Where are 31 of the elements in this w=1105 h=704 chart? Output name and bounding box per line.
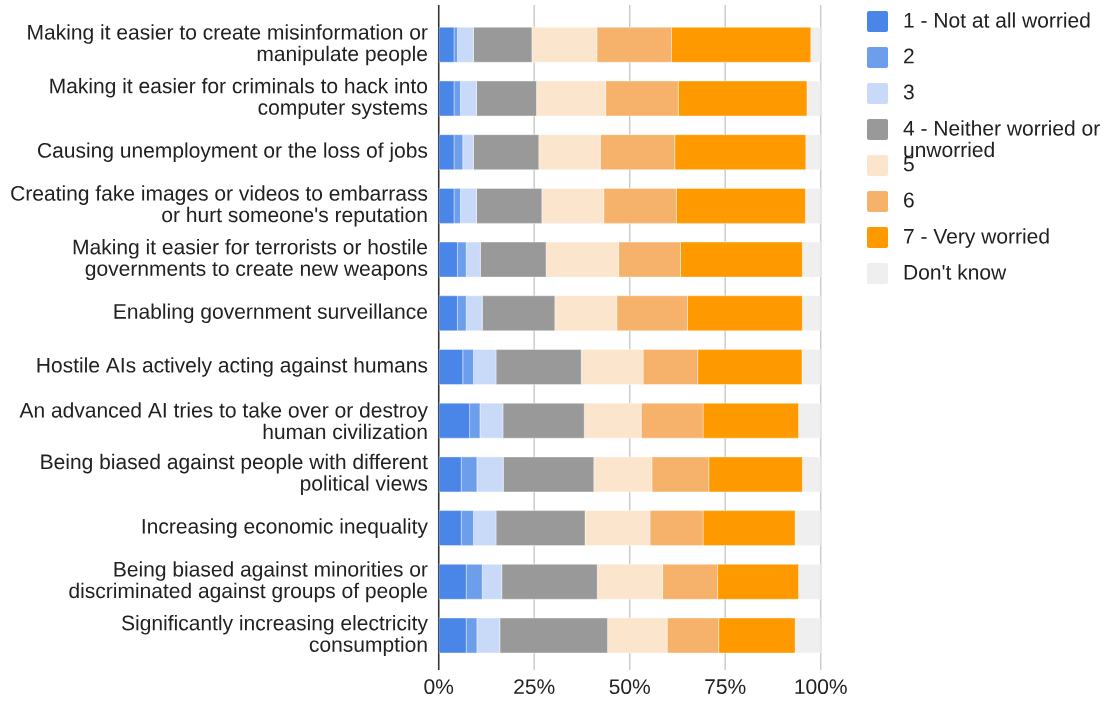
legend-label: 6 bbox=[904, 192, 914, 208]
legend-label: 3 bbox=[903, 84, 914, 100]
bar bbox=[802, 295, 821, 331]
legend-label: 7 - Very worried bbox=[904, 228, 1049, 248]
y-tick-label: Causing unemployment or the loss of jobs bbox=[38, 142, 428, 162]
y-tick-label: Enabling government surveillance bbox=[114, 303, 427, 324]
y-tick-label: Making it easier for terrorists or hostile governments to create new weapons bbox=[73, 239, 428, 281]
bar bbox=[794, 510, 821, 546]
bar bbox=[798, 564, 821, 600]
legend-label: 4 - Neither worried or unworried bbox=[903, 120, 1100, 158]
x-tick-label: 100% bbox=[795, 679, 847, 695]
x-tick-label: 75% bbox=[705, 679, 746, 694]
legend-label: 1 - Not at all worried bbox=[904, 12, 1090, 28]
x-tick-label: 50% bbox=[609, 679, 650, 695]
bar bbox=[798, 403, 821, 439]
y-tick-label: Hostile AIs actively acting against humans bbox=[37, 357, 428, 377]
y-tick-label: Increasing economic inequality bbox=[142, 518, 428, 538]
y-tick-label: Making it easier to create misinformation or manipulate people bbox=[28, 24, 428, 66]
y-tick-label: Creating fake images or videos to embarrass or hurt someone's reputation bbox=[11, 185, 428, 227]
legend-label: Don't know bbox=[904, 264, 1007, 280]
y-tick-label: Being biased against minorities or discriminated against groups of people bbox=[69, 561, 428, 603]
legend-label: 5 bbox=[903, 156, 914, 172]
bar bbox=[438, 27, 455, 63]
legend-label: 2 bbox=[904, 48, 914, 64]
x-tick-label: 25% bbox=[514, 679, 555, 695]
x-tick-label: 0% bbox=[424, 679, 454, 695]
y-tick-label: Significantly increasing electricity consumption bbox=[122, 614, 428, 657]
bar bbox=[805, 134, 821, 170]
y-tick-label: Being biased against people with different political views bbox=[41, 453, 428, 495]
y-tick-label: Making it easier for criminals to hack into computer systems bbox=[50, 77, 428, 120]
y-tick-label: An advanced AI tries to take over or destroy human civilization bbox=[19, 402, 428, 440]
